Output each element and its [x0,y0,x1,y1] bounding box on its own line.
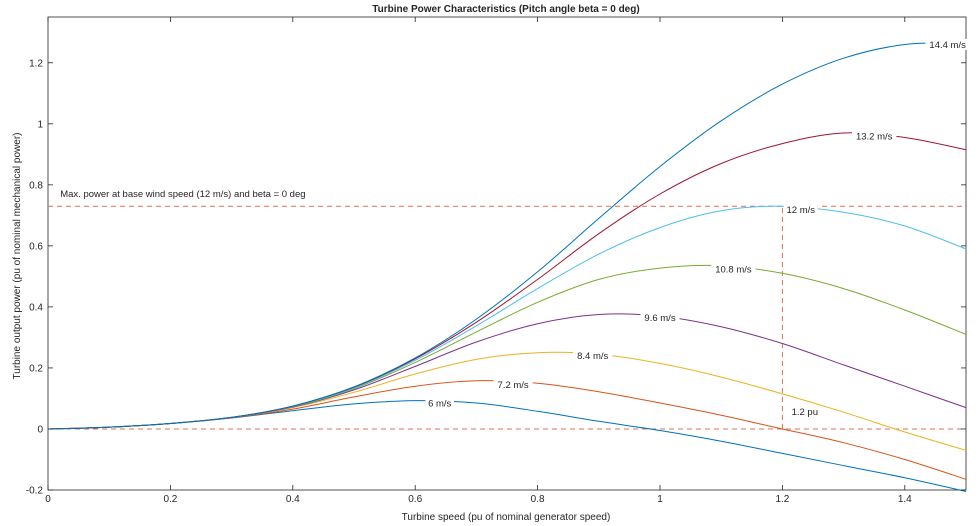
series-label: 14.4 m/s [929,40,966,51]
series-label-background [711,263,756,275]
x-tick-label: 0 [45,494,51,505]
series-label: 6 m/s [428,399,451,410]
series-label-background [640,312,680,324]
max-power-annotation: Max. power at base wind speed (12 m/s) a… [60,189,305,200]
x-tick-label: 1 [657,494,663,505]
series-label: 9.6 m/s [644,313,675,324]
series-labels: 6 m/s 7.2 m/s 8.4 m/s 9.6 m/s 10.8 m/s 12 m/s… [425,38,970,410]
x-tick-label: 0.8 [531,494,545,505]
series-label-background [573,350,613,362]
y-tick-label: -0.2 [26,486,44,497]
x-tick-label: 0.6 [408,494,422,505]
speed-annotation: 1.2 pu [792,407,818,418]
annotations: Max. power at base wind speed (12 m/s) a… [60,189,818,418]
series-label-background [493,379,533,391]
y-tick-label: 0.2 [29,363,43,374]
series-label: 7.2 m/s [498,380,529,391]
x-axis-label: Turbine speed (pu of nominal generator s… [402,512,611,523]
y-tick-label: 0 [37,424,43,435]
x-tick-label: 0.4 [286,494,300,505]
series-label-background [425,397,454,409]
plot-frame [47,16,967,491]
y-tick-label: 1.2 [29,58,43,69]
y-axis-label: Turbine output power (pu of nominal mech… [12,133,23,380]
x-tick-label: 1.4 [898,494,912,505]
y-tick-label: 1 [37,119,43,130]
x-axis-ticks: 0 0.2 0.4 0.6 0.8 1 1.2 1.4 [45,17,912,505]
series-label: 12 m/s [787,205,816,216]
y-tick-label: 0.8 [29,180,43,191]
series-label: 8.4 m/s [577,351,608,362]
series-label-background [925,38,970,50]
x-tick-label: 0.2 [163,494,177,505]
series-label: 10.8 m/s [715,264,752,275]
x-tick-label: 1.2 [775,494,789,505]
y-axis-ticks: -0.2 0 0.2 0.4 0.6 0.8 1 1.2 [26,58,966,497]
series-line-14-4-m-s [47,42,967,430]
series-label-background [783,203,818,215]
series-label-background [852,130,897,142]
y-tick-label: 0.6 [29,241,43,252]
chart-title: Turbine Power Characteristics (Pitch ang… [372,4,639,15]
plot-area [47,16,967,491]
series-label: 13.2 m/s [856,132,893,143]
y-tick-label: 0.4 [29,302,43,313]
